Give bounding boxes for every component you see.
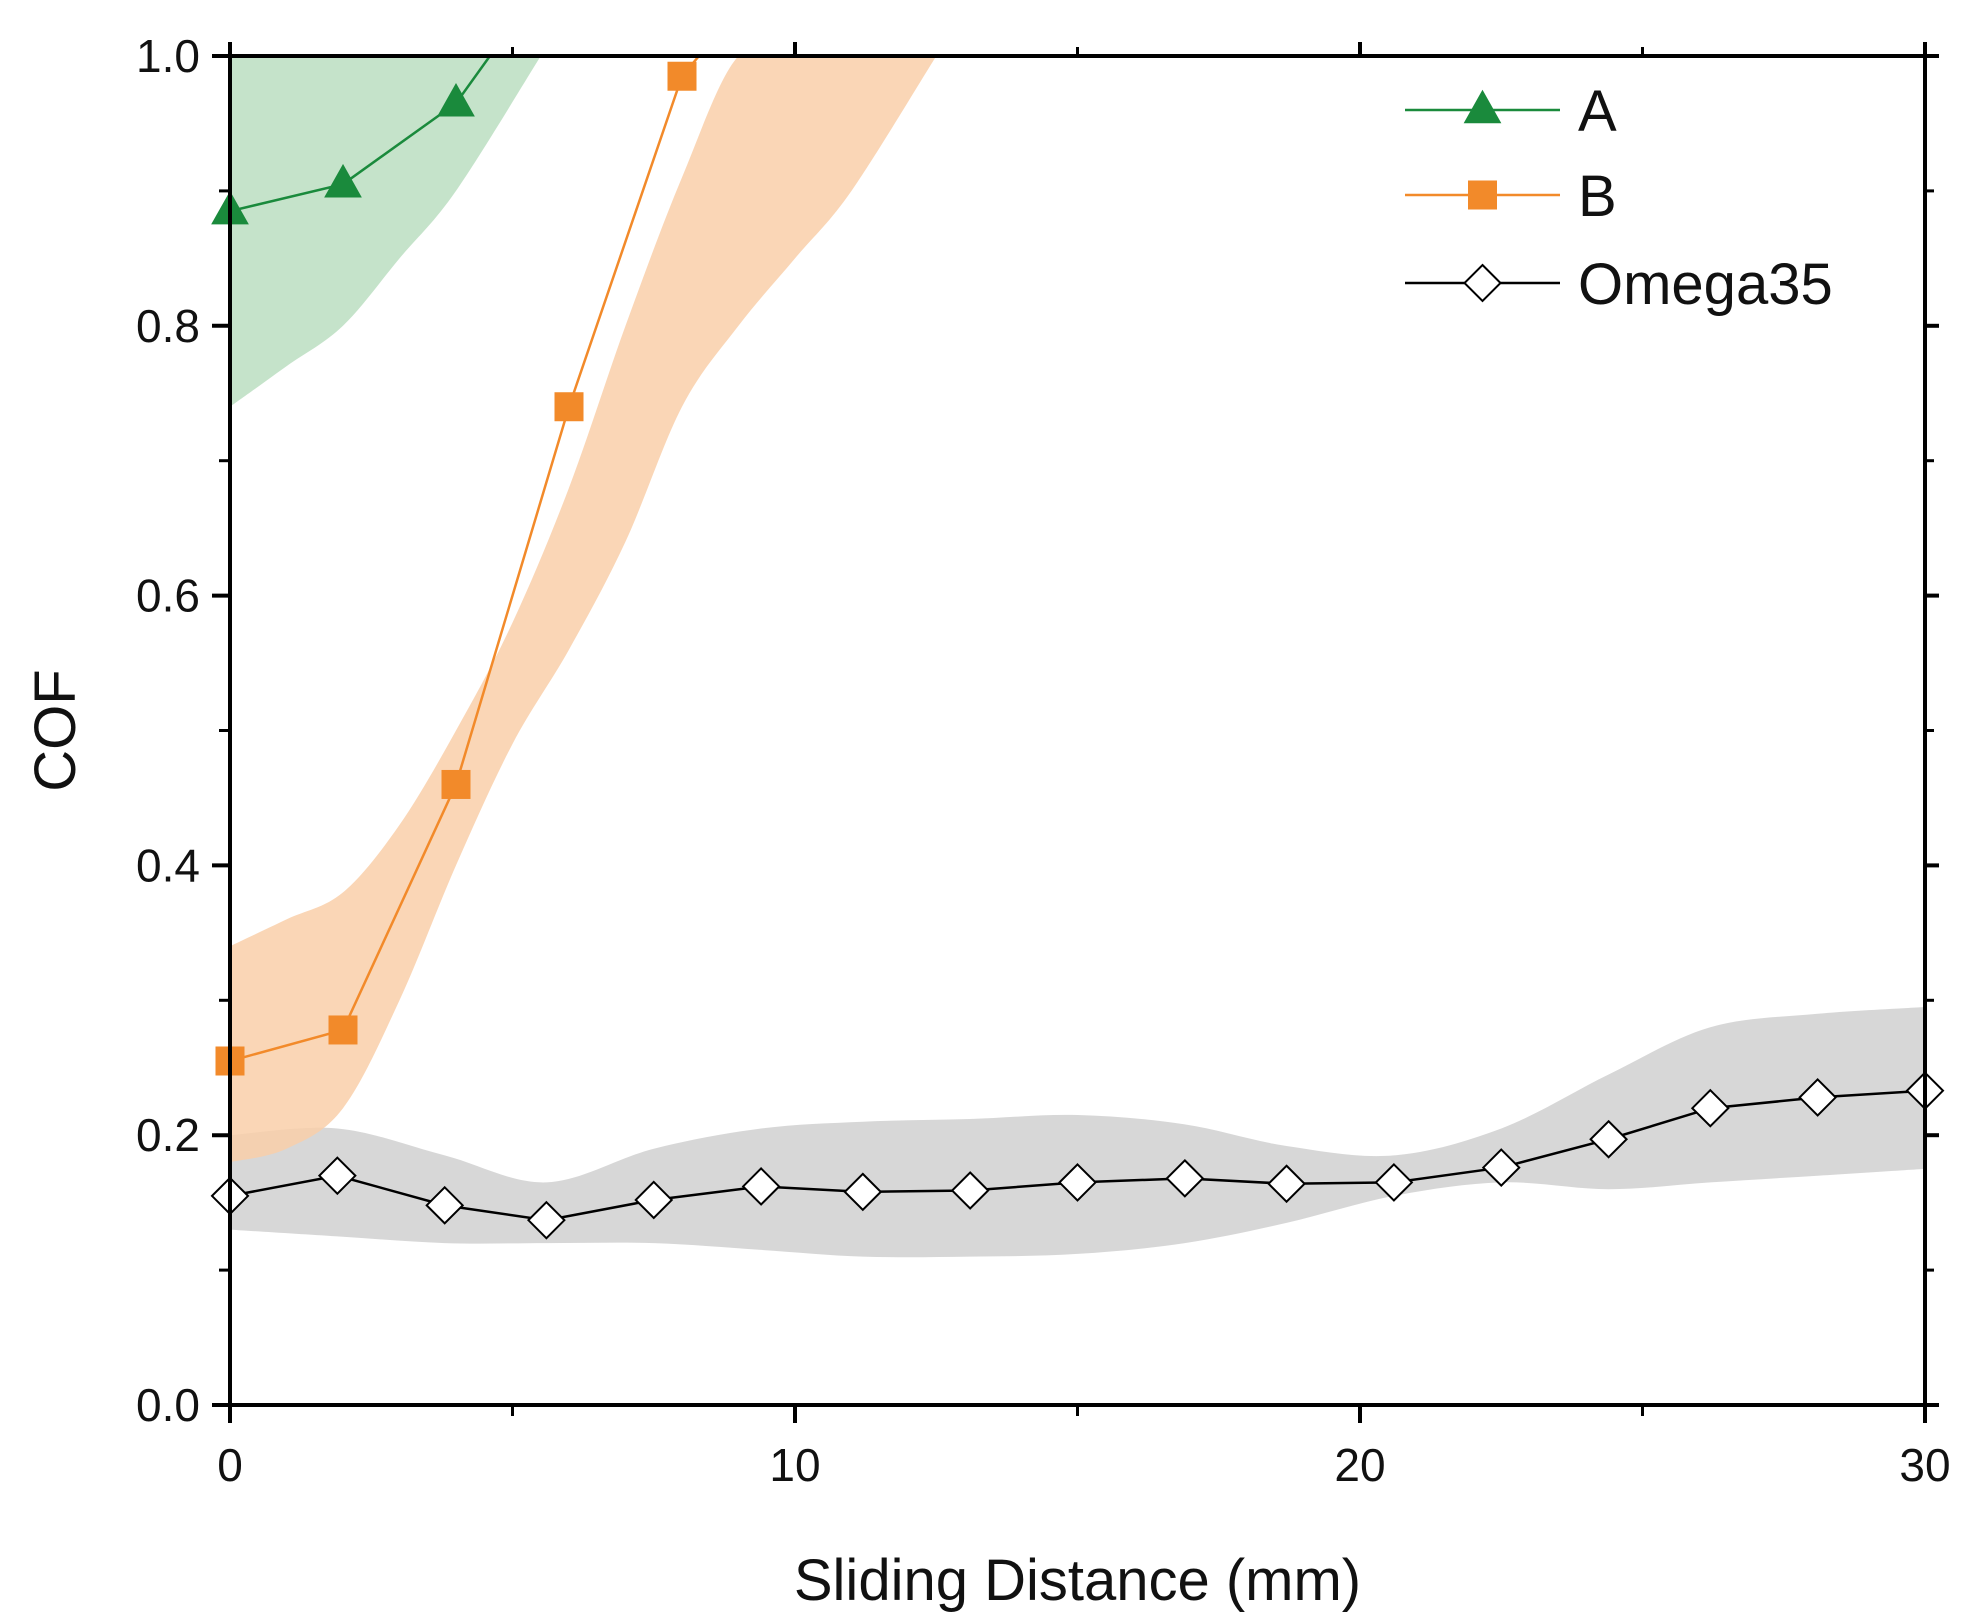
marker-omega35 <box>526 1200 566 1240</box>
y-axis-label: COF <box>23 669 88 791</box>
x-tick-label: 30 <box>1899 1439 1950 1491</box>
marker-omega35 <box>1481 1148 1521 1187</box>
marker-omega35 <box>950 1171 990 1210</box>
band-a <box>230 56 541 407</box>
line-a <box>230 56 491 213</box>
y-tick-label: 1.0 <box>136 30 200 82</box>
x-tick-label: 20 <box>1334 1439 1385 1491</box>
marker-a <box>324 163 362 198</box>
y-tick-label: 0.0 <box>136 1379 200 1431</box>
marker-omega35 <box>1690 1088 1730 1128</box>
legend-label-b: B <box>1578 164 1617 229</box>
x-axis-label: Sliding Distance (mm) <box>794 1548 1361 1613</box>
legend-label-omega35: Omega35 <box>1578 252 1833 317</box>
marker-omega35 <box>317 1156 357 1196</box>
marker-omega35 <box>1798 1078 1838 1117</box>
y-tick-label: 0.8 <box>136 300 200 352</box>
marker-b <box>554 392 584 422</box>
marker-b <box>667 61 697 91</box>
y-tick-label: 0.4 <box>136 839 200 891</box>
x-tick-label: 0 <box>217 1439 243 1491</box>
marker-omega35 <box>634 1180 674 1220</box>
y-tick-label: 0.2 <box>136 1109 200 1161</box>
marker-omega35 <box>1589 1119 1629 1159</box>
marker-omega35 <box>1165 1158 1205 1198</box>
y-tick-label: 0.6 <box>136 570 200 622</box>
legend-marker-omega35 <box>1463 263 1502 303</box>
marker-omega35 <box>741 1167 781 1206</box>
x-tick-label: 10 <box>769 1439 820 1491</box>
marker-b <box>328 1015 358 1045</box>
marker-omega35 <box>1058 1163 1097 1202</box>
legend-marker-b <box>1468 180 1497 210</box>
marker-b <box>441 769 471 799</box>
legend: AB Omega35 <box>1405 79 1833 317</box>
marker-omega35 <box>425 1185 465 1225</box>
legend-marker-a <box>1463 89 1502 124</box>
series-markers <box>210 61 1945 1240</box>
marker-omega35 <box>1267 1164 1306 1204</box>
marker-omega35 <box>1374 1163 1414 1202</box>
marker-a <box>437 82 475 117</box>
marker-omega35 <box>843 1172 883 1212</box>
axes: 0 10 20 30 0.0 0.2 0.4 0.6 0.8 1.0 <box>136 30 1951 1491</box>
legend-label-a: A <box>1578 79 1617 144</box>
band-b <box>230 56 937 1163</box>
